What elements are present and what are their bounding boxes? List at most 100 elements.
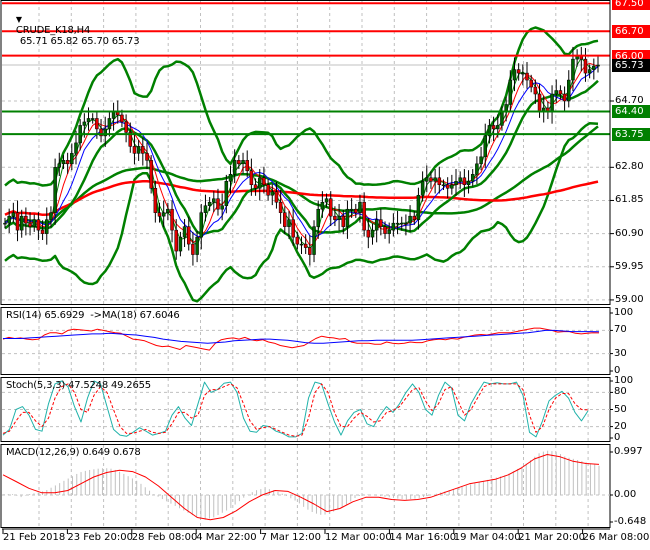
price-tick-label: 59.00 [615,293,644,305]
macd-tick-label: 0.997 [614,446,643,457]
ohlc-values: 65.71 65.82 65.70 65.73 [19,36,140,47]
symbol-header: ▼ CRUDE_K18,H4 65.71 65.82 65.70 65.73 [4,3,140,58]
rsi-ma-line [3,329,600,344]
candle-body [228,174,233,182]
price-tick-label: 64.70 [615,95,644,106]
time-tick-label: 14 Mar 16:00 [389,532,457,543]
candle-body [525,72,529,81]
candle-body [103,128,107,137]
candle-body [412,215,417,220]
candle-body [345,208,350,227]
candle-body [207,201,212,206]
stoch-tick-label: 20 [614,420,627,432]
candle-body [370,229,375,238]
time-tick-label: 19 Mar 04:00 [453,532,521,543]
candle-body [274,191,279,203]
candle-body [466,181,471,186]
candle-body [224,181,229,206]
triangle-down-icon[interactable]: ▼ [15,15,22,24]
macd-signal-line [2,454,600,521]
candle-body [99,128,103,137]
candle-body [491,125,496,130]
candle-body [95,118,99,130]
support-price-tag: 64.40 [612,105,650,119]
candle-body [262,177,266,186]
candle-body [7,215,11,224]
candle-body [61,160,66,165]
current-price-tag: 65.73 [612,59,650,73]
candle-body [395,222,400,225]
candle-body [174,229,178,252]
macd-panel [0,444,611,528]
support-price-tag: 63.75 [612,128,650,142]
candle-body [333,215,337,220]
rsi-tick-label: 30 [614,347,627,359]
candle-body [521,72,525,75]
candle-body [516,69,521,74]
candle-body [128,132,133,147]
candle-body [136,146,141,154]
candle-body [416,194,421,220]
candle-body [362,201,366,231]
candle-body [299,243,304,246]
candle-body [11,212,16,217]
candle-body [32,219,36,227]
candle-body [178,236,183,252]
time-tick-label: 26 Mar 08:00 [582,532,650,543]
candle-body [587,69,592,74]
candle-body [295,236,300,245]
rsi-tick-label: 70 [614,324,627,336]
time-tick-label: 28 Feb 08:00 [131,532,198,543]
candle-body [266,184,270,196]
candle-body [45,219,49,234]
candle-body [308,247,312,255]
candle-body [120,114,124,123]
candle-body [124,121,128,133]
candle-body [53,167,57,213]
candle-body [90,118,95,120]
symbol-name: CRUDE_K18,H4 [15,25,91,36]
candle-body [111,111,116,119]
candle-body [3,222,7,225]
price-tick-label: 59.95 [615,260,644,272]
candle-body [19,215,24,231]
candle-body [107,118,112,130]
candle-body [36,219,41,231]
candle-body [454,181,458,186]
candle-body [445,184,450,189]
ma-envelope-green-line [4,79,599,236]
candle-body [287,219,291,227]
candle-body [24,215,28,224]
candle-body [387,229,391,234]
candle-body [550,93,554,112]
candle-body [70,153,74,165]
candle-body [366,229,371,238]
candle-body [157,212,162,217]
rsi-title: RSI(14) 65.6929 ->MA(18) 67.6046 [6,310,180,321]
candle-body [399,222,404,225]
candle-body [49,212,53,220]
candle-body [554,90,558,95]
candle-body [312,226,316,255]
time-tick-label: 4 Mar 22:00 [196,532,257,543]
candle-body [303,243,308,248]
time-tick-label: 21 Feb 2018 [3,532,66,543]
candle-body [237,160,241,165]
candle-body [504,104,508,112]
candle-body [508,79,513,105]
candle-body [567,79,571,102]
candle-body [40,229,45,234]
candle-body [420,181,425,196]
candle-body [571,58,575,81]
candle-body [257,177,262,189]
time-tick-label: 7 Mar 12:00 [260,532,321,543]
ma-red-line [4,62,599,246]
candle-body [462,177,467,186]
candle-body [199,212,204,238]
candle-body [283,212,287,227]
candle-body [15,212,20,231]
candle-body [475,163,479,175]
main-chart-panel [0,0,611,305]
